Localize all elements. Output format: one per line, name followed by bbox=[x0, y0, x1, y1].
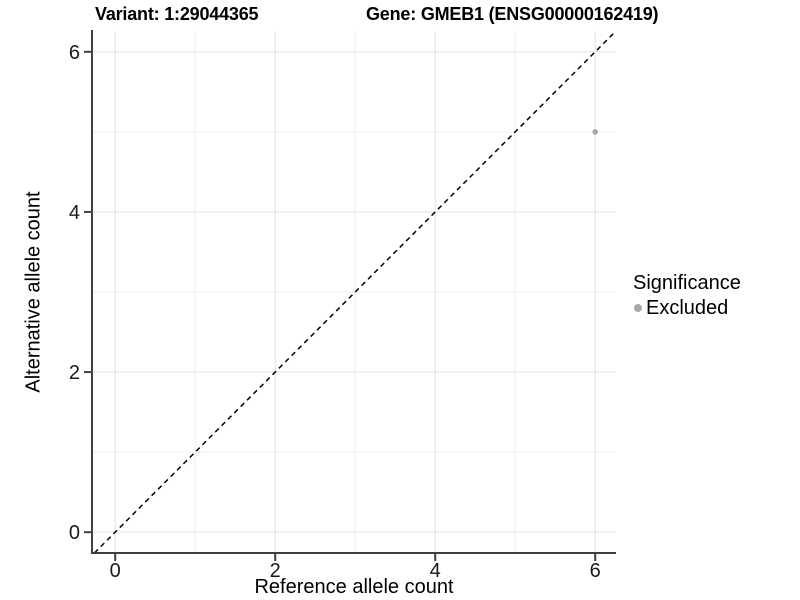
x-axis-title: Reference allele count bbox=[254, 576, 454, 598]
x-tick-label: 2 bbox=[270, 560, 281, 582]
variant-title: Variant: 1:29044365 bbox=[95, 4, 259, 24]
y-axis-title: Alternative allele count bbox=[22, 191, 45, 393]
identity-dashed-line bbox=[93, 30, 617, 554]
y-tick-label: 2 bbox=[69, 362, 80, 384]
y-tick-label: 0 bbox=[69, 522, 80, 544]
legend-title: Significance bbox=[633, 272, 741, 294]
legend-item-label: Excluded bbox=[646, 296, 729, 319]
x-tick-label: 0 bbox=[110, 560, 121, 582]
excluded-dot-icon bbox=[634, 304, 642, 312]
x-tick-label: 6 bbox=[590, 560, 601, 582]
y-tick-label: 6 bbox=[69, 42, 80, 64]
data-point bbox=[592, 129, 598, 135]
legend: Significance Excluded bbox=[633, 272, 741, 319]
legend-item-excluded: Excluded bbox=[633, 297, 741, 319]
y-tick-label: 4 bbox=[69, 202, 80, 224]
x-tick-label: 4 bbox=[430, 560, 441, 582]
gene-title: Gene: GMEB1 (ENSG00000162419) bbox=[366, 4, 659, 24]
